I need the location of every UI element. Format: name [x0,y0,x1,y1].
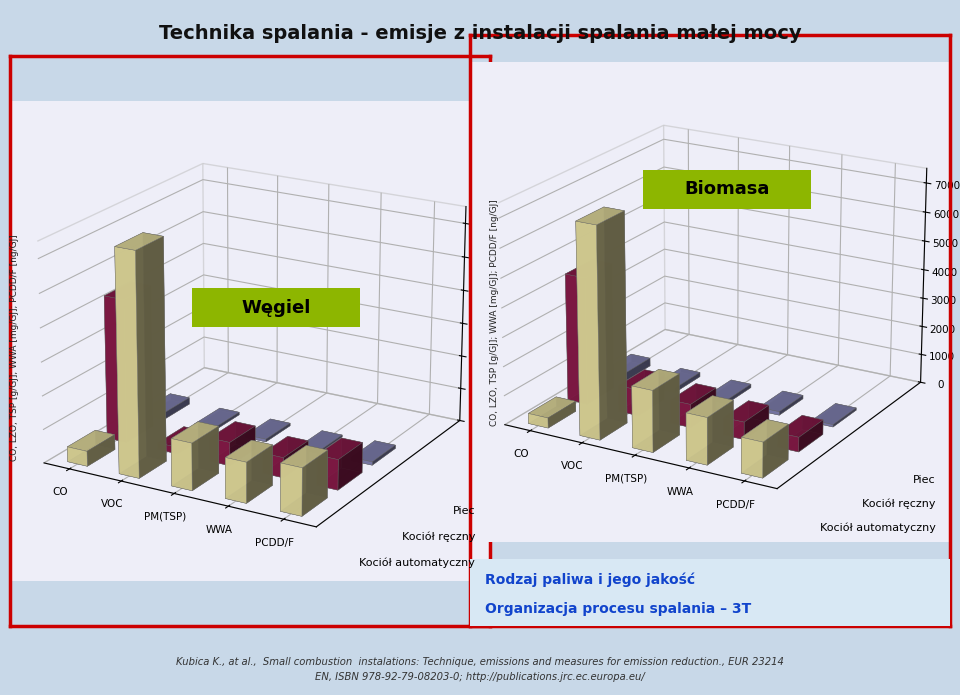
Text: Kociół automatyczny: Kociół automatyczny [359,557,475,568]
Text: Węgiel: Węgiel [241,299,311,316]
Text: Kociół ręczny: Kociół ręczny [401,531,475,542]
Text: CO, LZO, TSP [g/GJ]; WWA [mg/GJ]; PCDD/F [ng/GJ]: CO, LZO, TSP [g/GJ]; WWA [mg/GJ]; PCDD/F… [10,234,19,461]
Text: Kociół automatyczny: Kociół automatyczny [820,523,936,534]
Text: CO, LZO, TSP [g/GJ]; WWA [mg/GJ]; PCDD/F [ng/GJ]: CO, LZO, TSP [g/GJ]; WWA [mg/GJ]; PCDD/F… [490,199,499,426]
Text: Piec: Piec [452,506,475,516]
Text: Piec: Piec [913,475,936,484]
Text: Biomasa: Biomasa [684,181,770,198]
Text: Rodzaj paliwa i jego jakość: Rodzaj paliwa i jego jakość [485,572,695,587]
Text: Technika spalania - emisje z instalacji spalania małej mocy: Technika spalania - emisje z instalacji … [158,24,802,43]
Text: Kubica K., at al.,  Small combustion  instalations: Technique, emissions and mea: Kubica K., at al., Small combustion inst… [176,657,784,682]
Text: Organizacja procesu spalania – 3T: Organizacja procesu spalania – 3T [485,602,751,616]
Text: Kociół ręczny: Kociół ręczny [862,498,936,509]
